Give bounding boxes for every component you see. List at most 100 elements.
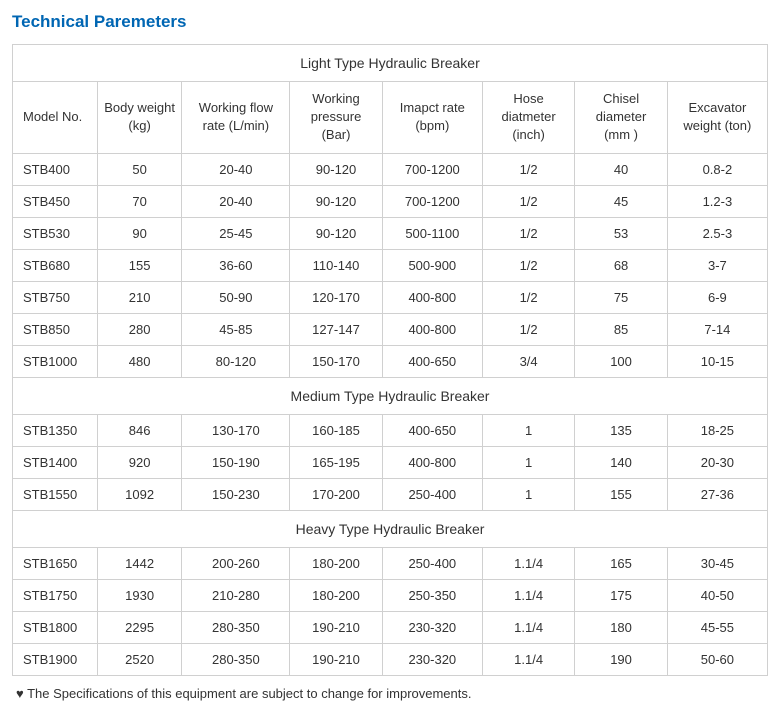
table-cell: 480 [97, 345, 182, 377]
table-cell: 1/2 [482, 313, 574, 345]
table-cell: 500-900 [382, 249, 482, 281]
table-cell: 920 [97, 446, 182, 478]
table-cell: 3/4 [482, 345, 574, 377]
table-cell: 36-60 [182, 249, 290, 281]
table-cell: 75 [575, 281, 667, 313]
footnote: ♥ The Specifications of this equipment a… [12, 686, 768, 701]
table-cell: 180-200 [290, 579, 382, 611]
table-cell: 280-350 [182, 643, 290, 675]
table-cell: 170-200 [290, 478, 382, 510]
table-cell: 1 [482, 478, 574, 510]
section-header: Heavy Type Hydraulic Breaker [13, 510, 768, 547]
column-header: Excavator weight (ton) [667, 82, 767, 154]
table-cell: STB750 [13, 281, 98, 313]
table-row: STB5309025-4590-120500-11001/2532.5-3 [13, 217, 768, 249]
table-cell: STB1400 [13, 446, 98, 478]
table-cell: 190-210 [290, 643, 382, 675]
table-cell: 130-170 [182, 414, 290, 446]
table-cell: STB850 [13, 313, 98, 345]
table-cell: 150-170 [290, 345, 382, 377]
column-header: Working flow rate (L/min) [182, 82, 290, 154]
table-cell: 45 [575, 185, 667, 217]
table-cell: 50-60 [667, 643, 767, 675]
table-cell: 280 [97, 313, 182, 345]
column-header: Working pressure (Bar) [290, 82, 382, 154]
table-row: STB19002520280-350190-210230-3201.1/4190… [13, 643, 768, 675]
column-header: Imapct rate (bpm) [382, 82, 482, 154]
table-cell: 500-1100 [382, 217, 482, 249]
table-cell: STB1550 [13, 478, 98, 510]
section-header: Light Type Hydraulic Breaker [13, 45, 768, 82]
table-cell: 10-15 [667, 345, 767, 377]
table-cell: 150-230 [182, 478, 290, 510]
table-cell: 1/2 [482, 249, 574, 281]
table-cell: 1092 [97, 478, 182, 510]
table-cell: 210 [97, 281, 182, 313]
table-cell: 1/2 [482, 217, 574, 249]
table-cell: 700-1200 [382, 185, 482, 217]
table-cell: 180 [575, 611, 667, 643]
table-cell: 400-800 [382, 281, 482, 313]
specs-table: Light Type Hydraulic BreakerModel No.Bod… [12, 44, 768, 676]
table-cell: 140 [575, 446, 667, 478]
table-cell: 90-120 [290, 217, 382, 249]
table-cell: 0.8-2 [667, 153, 767, 185]
table-cell: 190-210 [290, 611, 382, 643]
table-cell: 1.1/4 [482, 611, 574, 643]
table-cell: 127-147 [290, 313, 382, 345]
column-header: Body weight (kg) [97, 82, 182, 154]
table-cell: 80-120 [182, 345, 290, 377]
table-cell: 20-40 [182, 185, 290, 217]
table-cell: 110-140 [290, 249, 382, 281]
table-cell: 20-40 [182, 153, 290, 185]
table-cell: 1/2 [482, 281, 574, 313]
table-cell: 6-9 [667, 281, 767, 313]
table-cell: 1.1/4 [482, 643, 574, 675]
table-cell: STB1900 [13, 643, 98, 675]
table-cell: 1.1/4 [482, 547, 574, 579]
table-cell: STB400 [13, 153, 98, 185]
table-cell: 190 [575, 643, 667, 675]
table-cell: 160-185 [290, 414, 382, 446]
table-cell: 175 [575, 579, 667, 611]
table-cell: 3-7 [667, 249, 767, 281]
table-row: STB100048080-120150-170400-6503/410010-1… [13, 345, 768, 377]
table-row: STB18002295280-350190-210230-3201.1/4180… [13, 611, 768, 643]
table-cell: 400-650 [382, 414, 482, 446]
table-cell: 230-320 [382, 643, 482, 675]
table-row: STB85028045-85127-147400-8001/2857-14 [13, 313, 768, 345]
table-cell: STB530 [13, 217, 98, 249]
table-cell: 165-195 [290, 446, 382, 478]
table-cell: 30-45 [667, 547, 767, 579]
table-cell: 250-350 [382, 579, 482, 611]
table-cell: 45-55 [667, 611, 767, 643]
table-cell: 400-650 [382, 345, 482, 377]
table-cell: STB1800 [13, 611, 98, 643]
table-cell: 90 [97, 217, 182, 249]
table-cell: 1/2 [482, 185, 574, 217]
table-cell: 18-25 [667, 414, 767, 446]
table-cell: STB680 [13, 249, 98, 281]
table-cell: 45-85 [182, 313, 290, 345]
table-cell: 400-800 [382, 313, 482, 345]
table-cell: 53 [575, 217, 667, 249]
table-cell: 1.2-3 [667, 185, 767, 217]
table-cell: 40-50 [667, 579, 767, 611]
table-cell: 165 [575, 547, 667, 579]
table-cell: 50 [97, 153, 182, 185]
table-cell: 155 [97, 249, 182, 281]
table-row: STB17501930210-280180-200250-3501.1/4175… [13, 579, 768, 611]
table-row: STB16501442200-260180-200250-4001.1/4165… [13, 547, 768, 579]
column-header: Hose diatmeter (inch) [482, 82, 574, 154]
table-cell: 1 [482, 414, 574, 446]
table-cell: 100 [575, 345, 667, 377]
table-row: STB68015536-60110-140500-9001/2683-7 [13, 249, 768, 281]
column-header: Model No. [13, 82, 98, 154]
table-cell: 50-90 [182, 281, 290, 313]
table-cell: 90-120 [290, 185, 382, 217]
table-cell: 2.5-3 [667, 217, 767, 249]
table-cell: 1 [482, 446, 574, 478]
table-cell: 70 [97, 185, 182, 217]
table-cell: 400-800 [382, 446, 482, 478]
table-cell: 155 [575, 478, 667, 510]
